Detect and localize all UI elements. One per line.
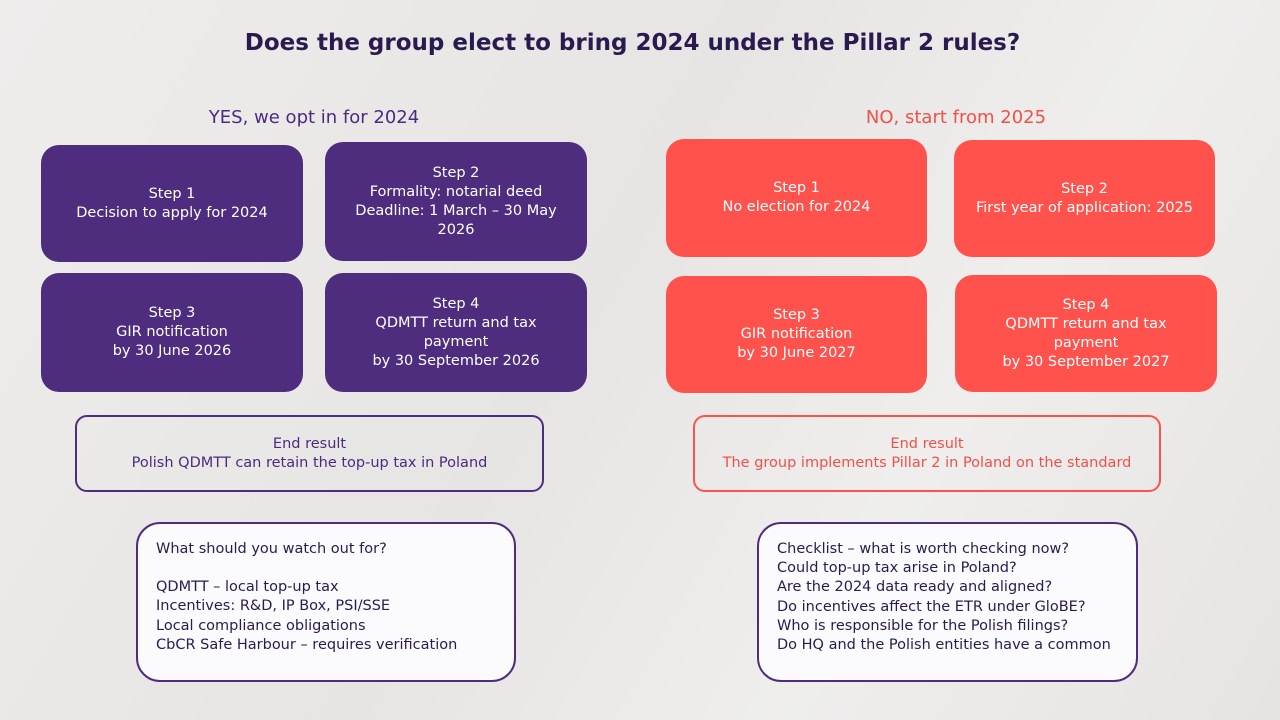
end-label: End result bbox=[890, 435, 964, 452]
step-line: Step 2 bbox=[432, 164, 480, 181]
notes-item: Are the 2024 data ready and aligned? bbox=[777, 579, 1053, 596]
end-text: Polish QDMTT can retain the top-up tax i… bbox=[131, 454, 488, 471]
notes-item: Could top-up tax arise in Poland? bbox=[777, 560, 1017, 577]
step-line: payment bbox=[1053, 334, 1119, 351]
yes-step: Step 2 Formality: notarial deed Deadline: … bbox=[325, 142, 587, 261]
step-line: Step 4 bbox=[1062, 296, 1110, 313]
notes-item: Do HQ and the Polish entities have a com… bbox=[777, 637, 1111, 654]
yes-step: Step 4 QDMTT return and tax payment by 30 S… bbox=[325, 273, 587, 392]
step-line: by 30 September 2027 bbox=[1002, 353, 1170, 370]
no-step: Step 1 No election for 2024 bbox=[666, 139, 927, 257]
step-line: by 30 June 2027 bbox=[737, 345, 856, 361]
step-line: payment bbox=[423, 333, 489, 350]
end-label: End result bbox=[272, 435, 347, 452]
step-line: 2026 bbox=[437, 221, 475, 238]
step-line: Deadline: 1 March – 30 May bbox=[355, 202, 557, 219]
step-line: by 30 September 2026 bbox=[372, 352, 540, 369]
yes-notes: What should you watch out for? QDMTT – l… bbox=[136, 522, 516, 682]
step-line: Step 3 bbox=[148, 305, 196, 321]
notes-item: QDMTT – local top-up tax bbox=[156, 579, 339, 596]
notes-heading: What should you watch out for? bbox=[156, 541, 387, 557]
step-line: GIR notification bbox=[740, 326, 853, 342]
notes-item: Local compliance obligations bbox=[156, 617, 366, 634]
notes-item: Do incentives affect the ETR under GloBE… bbox=[777, 598, 1086, 615]
notes-item: Incentives: R&D, IP Box, PSI/SSE bbox=[156, 598, 391, 615]
step-line: GIR notification bbox=[116, 324, 228, 340]
yes-step: Step 3 GIR notification by 30 June 2026 bbox=[41, 273, 303, 392]
notes-item: Who is responsible for the Polish filing… bbox=[777, 617, 1069, 634]
step-line: Step 1 bbox=[773, 180, 820, 196]
step-line: by 30 June 2026 bbox=[112, 343, 232, 359]
step-line: Formality: notarial deed bbox=[369, 183, 543, 200]
step-line: QDMTT return and tax bbox=[375, 314, 537, 331]
step-line: Step 3 bbox=[773, 307, 820, 323]
yes-step: Step 1 Decision to apply for 2024 bbox=[41, 145, 303, 262]
end-text: The group implements Pillar 2 in Poland … bbox=[722, 454, 1132, 471]
notes-heading: Checklist – what is worth checking now? bbox=[777, 541, 1070, 557]
step-line: No election for 2024 bbox=[722, 199, 871, 215]
no-step: Step 4 QDMTT return and tax payment by 30 S… bbox=[955, 275, 1217, 392]
step-line: Decision to apply for 2024 bbox=[76, 204, 268, 221]
no-step: Step 2 First year of application: 2025 bbox=[954, 140, 1215, 257]
step-line: First year of application: 2025 bbox=[975, 199, 1194, 216]
no-step: Step 3 GIR notification by 30 June 2027 bbox=[666, 276, 927, 393]
yes-heading: YES, we opt in for 2024 bbox=[208, 107, 420, 128]
no-notes: Checklist – what is worth checking now? … bbox=[757, 522, 1138, 682]
yes-end-result: End result Polish QDMTT can retain the t… bbox=[75, 415, 544, 492]
notes-item: CbCR Safe Harbour – requires verificatio… bbox=[156, 636, 458, 653]
no-end-result: End result The group implements Pillar 2… bbox=[693, 415, 1161, 492]
step-line: Step 2 bbox=[1061, 180, 1108, 197]
no-heading: NO, start from 2025 bbox=[865, 107, 1047, 128]
step-line: QDMTT return and tax bbox=[1005, 315, 1167, 332]
step-line: Step 1 bbox=[148, 185, 196, 202]
title: Does the group elect to bring 2024 under… bbox=[244, 30, 1021, 56]
step-line: Step 4 bbox=[432, 295, 480, 312]
